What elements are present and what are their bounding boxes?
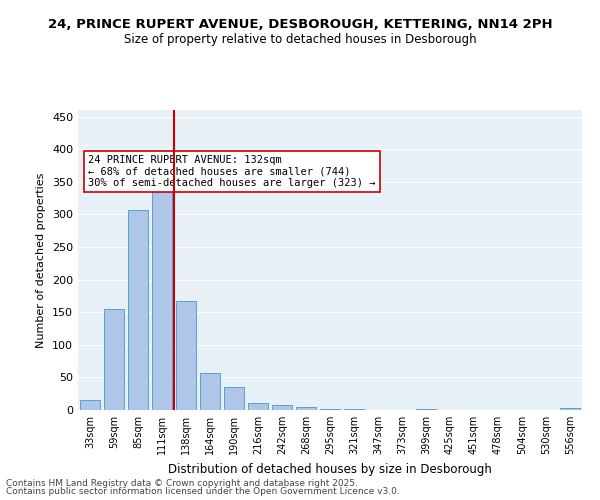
Y-axis label: Number of detached properties: Number of detached properties bbox=[37, 172, 46, 348]
Bar bbox=[104, 309, 124, 410]
Bar bbox=[200, 374, 220, 410]
Bar bbox=[128, 210, 148, 410]
Bar bbox=[560, 408, 580, 410]
Bar bbox=[248, 404, 268, 410]
Bar bbox=[272, 405, 292, 410]
Text: Contains HM Land Registry data © Crown copyright and database right 2025.: Contains HM Land Registry data © Crown c… bbox=[6, 478, 358, 488]
Bar bbox=[296, 408, 316, 410]
Bar bbox=[80, 400, 100, 410]
X-axis label: Distribution of detached houses by size in Desborough: Distribution of detached houses by size … bbox=[168, 462, 492, 475]
Bar bbox=[224, 387, 244, 410]
Text: Contains public sector information licensed under the Open Government Licence v3: Contains public sector information licen… bbox=[6, 487, 400, 496]
Text: 24 PRINCE RUPERT AVENUE: 132sqm
← 68% of detached houses are smaller (744)
30% o: 24 PRINCE RUPERT AVENUE: 132sqm ← 68% of… bbox=[88, 155, 376, 188]
Text: Size of property relative to detached houses in Desborough: Size of property relative to detached ho… bbox=[124, 32, 476, 46]
Text: 24, PRINCE RUPERT AVENUE, DESBOROUGH, KETTERING, NN14 2PH: 24, PRINCE RUPERT AVENUE, DESBOROUGH, KE… bbox=[47, 18, 553, 30]
Bar bbox=[152, 187, 172, 410]
Bar bbox=[176, 301, 196, 410]
Bar bbox=[320, 408, 340, 410]
